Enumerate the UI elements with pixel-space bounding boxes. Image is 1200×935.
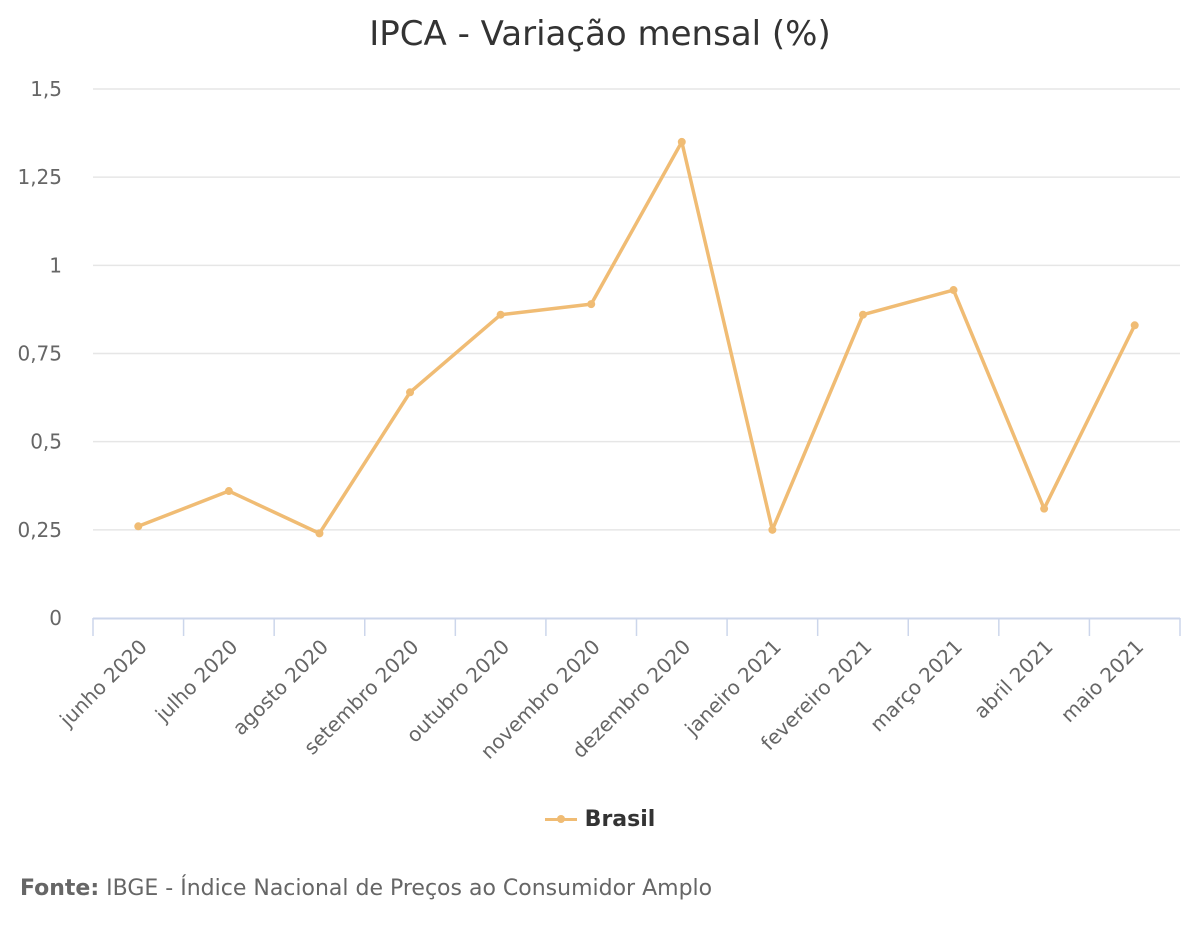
y-tick-label: 0 (49, 606, 62, 630)
data-point[interactable] (224, 487, 233, 496)
data-point[interactable] (949, 286, 958, 295)
y-tick-label: 1,5 (30, 77, 62, 101)
data-point[interactable] (587, 300, 596, 309)
y-tick-label: 1,25 (17, 165, 62, 189)
chart-title: IPCA - Variação mensal (%) (369, 14, 831, 54)
x-tick-label: julho 2020 (150, 635, 243, 728)
x-tick-label: março 2021 (865, 635, 967, 737)
data-point[interactable] (677, 137, 686, 146)
x-tick-label: junho 2020 (54, 635, 152, 733)
legend: Brasil (0, 806, 1200, 832)
data-point[interactable] (858, 310, 867, 319)
source-text: IBGE - Índice Nacional de Preços ao Cons… (106, 876, 713, 901)
series-line (136, 140, 1137, 536)
legend-line-marker-icon (544, 815, 577, 823)
data-point[interactable] (1130, 321, 1139, 330)
x-tick-label: maio 2021 (1056, 635, 1148, 727)
data-point[interactable] (1040, 504, 1049, 513)
source-label: Fonte: (20, 876, 100, 901)
legend-item-brasil[interactable]: Brasil (544, 806, 656, 832)
data-point[interactable] (134, 522, 143, 531)
y-tick-label: 0,5 (30, 430, 62, 454)
y-tick-label: 0,25 (17, 518, 62, 542)
legend-label: Brasil (584, 806, 656, 832)
series-brasil (134, 137, 1139, 538)
data-point[interactable] (406, 388, 415, 397)
data-point[interactable] (768, 525, 777, 534)
y-axis: 0 0,25 0,5 0,75 1 1,25 1,5 (17, 77, 62, 630)
y-tick-label: 1 (49, 253, 62, 277)
source-note: Fonte: IBGE - Índice Nacional de Preços … (20, 876, 712, 901)
grid-lines (93, 88, 1180, 531)
data-point[interactable] (315, 529, 324, 538)
data-point[interactable] (496, 310, 505, 319)
y-tick-label: 0,75 (17, 342, 62, 366)
x-tick-label: abril 2021 (969, 635, 1058, 724)
